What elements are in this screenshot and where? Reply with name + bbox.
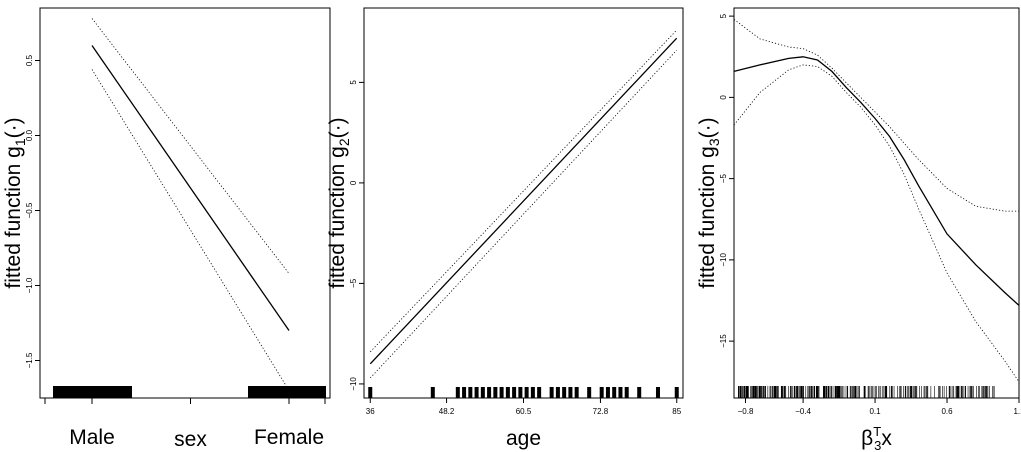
y-tick-label: −5 [719, 174, 728, 184]
rug-mark [474, 387, 479, 398]
rug-mark [574, 387, 579, 398]
rug-mark [655, 387, 660, 398]
y-tick-label: 5 [719, 13, 728, 18]
x-tick-label: −0.4 [795, 407, 811, 416]
y-tick-label: −5 [349, 278, 358, 288]
rug-mark [505, 387, 510, 398]
y-tick-label: 0.5 [25, 54, 34, 66]
y-tick-label: −0.5 [25, 202, 34, 218]
rug-mark [53, 386, 132, 398]
y-tick-label: 0 [349, 180, 358, 185]
x-tick-label: 48.2 [439, 407, 455, 416]
x-tick-label: 72.8 [593, 407, 609, 416]
series-line-upper [733, 19, 1019, 212]
rug-mark [549, 387, 554, 398]
y-tick-label: −10 [719, 253, 728, 267]
rug-mark [524, 387, 529, 398]
rug-mark [468, 387, 473, 398]
rug-mark [455, 387, 460, 398]
rug-mark [462, 387, 467, 398]
y-tick-label: 5 [349, 80, 358, 85]
x-tick-label: 0.6 [941, 407, 953, 416]
rug-mark [487, 387, 492, 398]
rug-mark [248, 386, 326, 398]
series-line-fit [369, 37, 678, 365]
rug-mark [624, 387, 629, 398]
rug-mark [562, 387, 567, 398]
y-tick-label: −15 [719, 334, 728, 348]
rug-mark [674, 387, 679, 398]
x-tick-label: 85 [672, 407, 681, 416]
x-tick-label: −0.8 [738, 407, 754, 416]
plot-frame [733, 7, 1020, 399]
plot-frame [363, 7, 684, 399]
x-tick-label: 1.1 [1013, 407, 1021, 416]
rug-mark [512, 387, 517, 398]
rug-mark [368, 387, 373, 398]
y-tick-label: 0 [719, 95, 728, 100]
rug-mark [530, 387, 535, 398]
series-line-lower [91, 69, 290, 391]
rug-mark [605, 387, 610, 398]
panel-2: 5 0 −5 −10 36 48.2 60.5 72.8 85 age fitted functio… [326, 7, 684, 450]
y-tick-label: −1.0 [25, 277, 34, 293]
rug-mark [587, 387, 592, 398]
y-tick-label: −10 [349, 377, 358, 391]
series-line-lower [733, 64, 1020, 383]
x-tick-label: Male [69, 426, 115, 449]
plot-frame [39, 7, 331, 399]
y-tick-label: −1.5 [25, 352, 34, 368]
rug-mark [568, 387, 573, 398]
x-axis-label: age [506, 427, 541, 450]
rug-mark [618, 387, 623, 398]
series-line-fit [91, 45, 290, 331]
rug-mark [430, 387, 435, 398]
rug-mark [599, 387, 604, 398]
series-line-fit [733, 56, 1020, 306]
rug-mark [537, 387, 542, 398]
rug-mark [637, 387, 642, 398]
series-line-lower [370, 49, 677, 379]
rug-mark [518, 387, 523, 398]
rug-mark [493, 387, 498, 398]
y-axis-label: fitted function g2(·) [326, 117, 352, 288]
x-axis-label: sex [174, 428, 207, 451]
series-line-upper [370, 29, 677, 353]
rug-mark [612, 387, 617, 398]
rug-mark [555, 387, 560, 398]
rug-mark [499, 387, 504, 398]
y-tick-label: 0.0 [25, 129, 34, 141]
y-axis-label: fitted function g1(·) [2, 117, 28, 288]
y-axis-label: fitted function g3(·) [696, 117, 722, 288]
panel-1: 0.5 0.0 −0.5 −1.0 −1.5 Male Female sex fitted fu… [2, 7, 331, 451]
x-tick-label: Female [254, 426, 324, 449]
rug-mark [480, 387, 485, 398]
x-tick-label: 60.5 [516, 407, 532, 416]
x-axis-label: βT 3x [861, 424, 892, 452]
x-tick-label: 36 [366, 407, 375, 416]
x-tick-label: 0.1 [869, 407, 881, 416]
series-line-upper [91, 18, 290, 274]
